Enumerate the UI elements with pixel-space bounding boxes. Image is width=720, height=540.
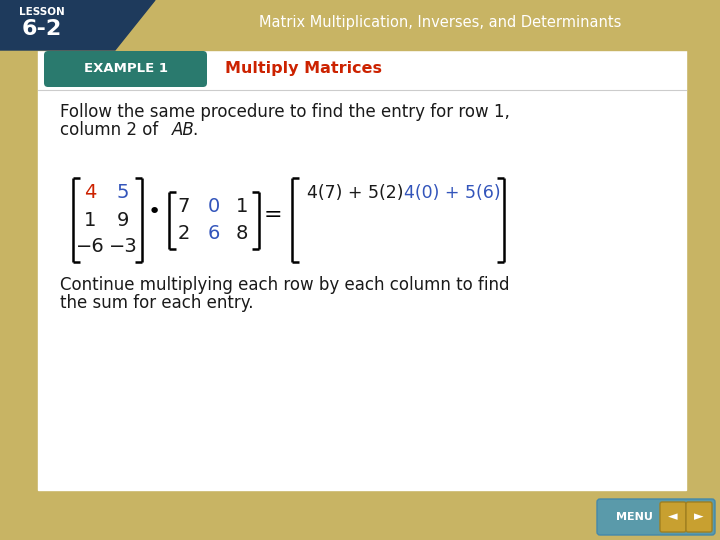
Text: 1: 1 [84,211,96,229]
Text: 4(0) + 5(6): 4(0) + 5(6) [404,184,500,202]
Bar [38,42,686,490]
Text: LESSON: LESSON [19,7,65,17]
Text: ◄: ◄ [668,510,678,523]
Text: Matrix Multiplication, Inverses, and Determinants: Matrix Multiplication, Inverses, and Det… [258,15,621,30]
Text: 2: 2 [178,224,190,243]
Text: 6: 6 [208,224,220,243]
Text: 1: 1 [236,197,248,216]
FancyBboxPatch shape [44,51,207,87]
Text: Multiply Matrices: Multiply Matrices [225,62,382,77]
Text: ►: ► [694,510,704,523]
Bar [0,0,720,50]
Text: 7: 7 [178,197,190,216]
Text: column 2 of: column 2 of [60,121,163,139]
FancyBboxPatch shape [660,502,686,532]
Text: =: = [264,205,282,225]
Text: −6: −6 [76,238,104,256]
Text: 8: 8 [236,224,248,243]
Text: .: . [192,121,197,139]
Text: 9: 9 [117,211,129,229]
FancyBboxPatch shape [686,502,712,532]
Text: the sum for each entry.: the sum for each entry. [60,294,253,312]
Text: 6-2: 6-2 [22,19,62,39]
FancyBboxPatch shape [597,499,715,535]
Text: 4(7) + 5(2): 4(7) + 5(2) [307,184,403,202]
Text: Follow the same procedure to find the entry for row 1,: Follow the same procedure to find the en… [60,103,510,121]
Text: 5: 5 [117,184,130,202]
Text: AB: AB [172,121,194,139]
Text: •: • [148,202,161,222]
Text: 4: 4 [84,184,96,202]
Text: 0: 0 [208,197,220,216]
Text: MENU: MENU [616,512,652,522]
Polygon shape [0,0,155,50]
Text: Continue multiplying each row by each column to find: Continue multiplying each row by each co… [60,276,510,294]
Text: −3: −3 [109,238,138,256]
Text: EXAMPLE 1: EXAMPLE 1 [84,63,168,76]
